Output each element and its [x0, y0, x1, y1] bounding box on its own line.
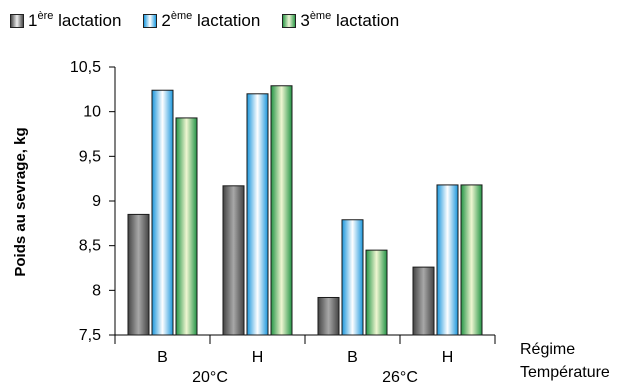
- y-tick-label: 8,5: [79, 238, 101, 255]
- bar-series-3-cat-3: [365, 249, 388, 336]
- y-tick-label: 9: [92, 193, 101, 210]
- x-group-label: 26°C: [382, 369, 418, 383]
- bar-series-1-cat-2: [222, 185, 245, 336]
- legend-label-lactation-3: 3ème lactation: [300, 10, 400, 30]
- bar-series-2-cat-1: [151, 89, 174, 336]
- legend-item-lactation-3: 3ème lactation: [282, 10, 400, 31]
- bar-series-1-cat-3: [317, 296, 340, 336]
- legend-item-lactation-1: 1ère lactation: [10, 10, 122, 31]
- legend-label-lactation-1: 1ère lactation: [28, 10, 122, 30]
- bar-series-3-cat-2: [270, 85, 293, 336]
- y-tick-label: 7,5: [79, 327, 101, 344]
- y-tick-label: 9,5: [79, 148, 101, 165]
- bar-series-2-cat-2: [246, 93, 269, 336]
- bar-series-3-cat-4: [460, 184, 483, 336]
- bar-series-1-cat-1: [127, 213, 150, 336]
- x-category-label: H: [442, 349, 454, 366]
- legend-swatch-lactation-2: [143, 14, 158, 28]
- y-tick-label: 10: [83, 104, 101, 121]
- y-axis-title: Poids au sevrage, kg: [12, 127, 29, 276]
- y-tick-label: 8: [92, 282, 101, 299]
- bar-series-3-cat-1: [175, 117, 198, 336]
- legend-item-lactation-2: 2ème lactation: [143, 10, 261, 31]
- bar-series-2-cat-4: [436, 184, 459, 336]
- x-category-label: B: [157, 349, 168, 366]
- x-category-label: B: [347, 349, 358, 366]
- y-tick-label: 10,5: [70, 59, 101, 76]
- legend-swatch-lactation-1: [10, 14, 24, 28]
- chart-legend: 1ère lactation 2ème lactation 3ème lacta…: [10, 8, 421, 34]
- bar-series-1-cat-4: [412, 266, 435, 336]
- x-group-label: 20°C: [192, 369, 228, 383]
- axis-labels: 7,5 8 8,5 9 9,5 10 10,5 Poids au sevrage, kg B H B…: [12, 59, 610, 383]
- x-axis-label-temperature: Température: [520, 364, 610, 381]
- x-category-label: H: [252, 349, 264, 366]
- x-axis-label-regime: Régime: [520, 341, 575, 358]
- legend-label-lactation-2: 2ème lactation: [161, 10, 261, 30]
- bar-series-2-cat-3: [341, 219, 364, 336]
- legend-swatch-lactation-3: [282, 14, 297, 28]
- bars: [127, 85, 483, 336]
